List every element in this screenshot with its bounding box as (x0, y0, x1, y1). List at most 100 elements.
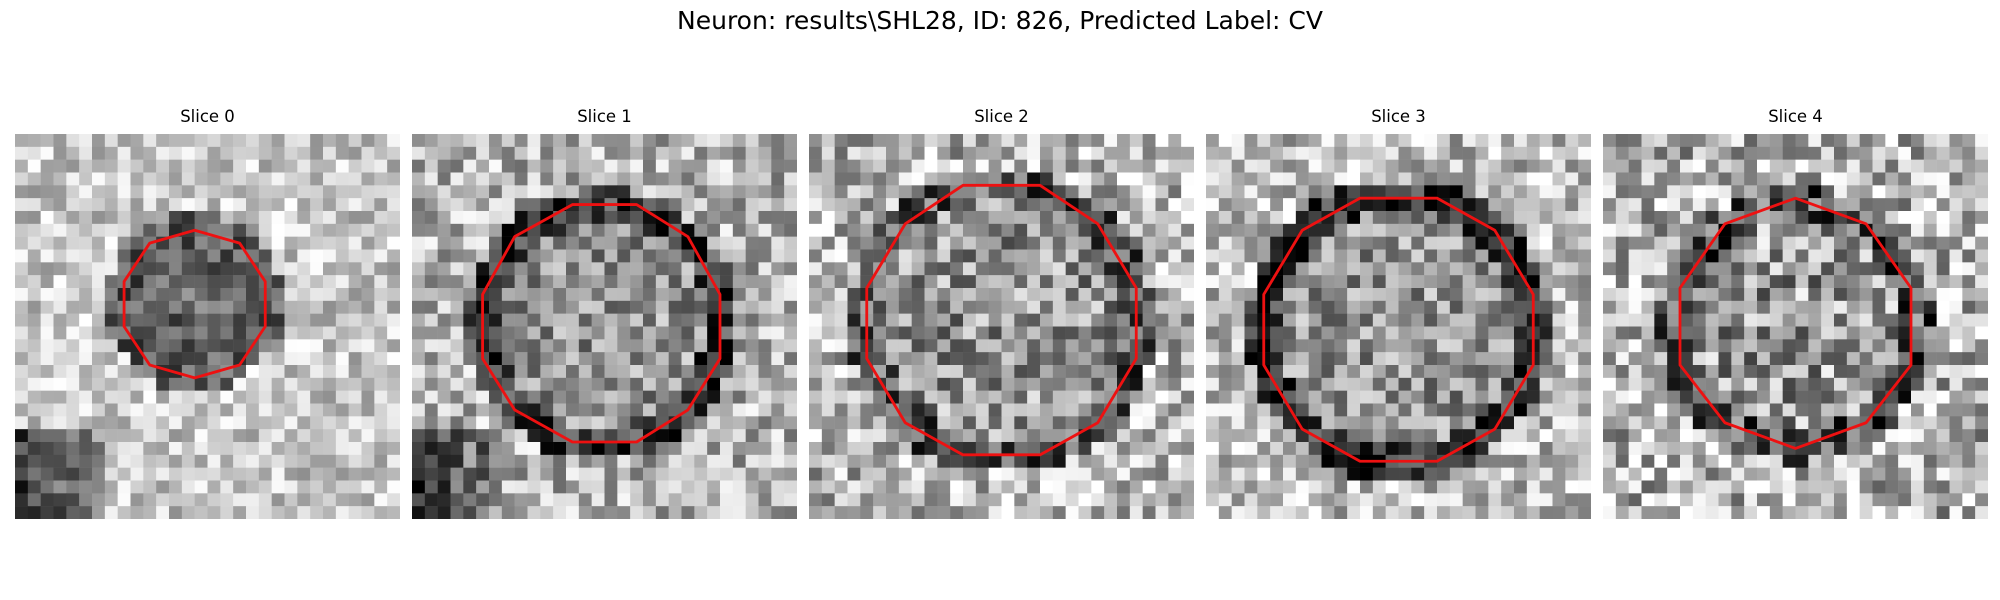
image-pixel (732, 223, 746, 237)
image-pixel (937, 493, 951, 507)
image-pixel (873, 172, 887, 186)
image-pixel (1808, 390, 1822, 404)
image-pixel (630, 365, 644, 379)
image-pixel (1654, 480, 1668, 494)
image-pixel (988, 146, 1002, 160)
image-pixel (1641, 429, 1655, 443)
image-pixel (53, 134, 67, 148)
image-pixel (1437, 211, 1451, 225)
image-pixel (1398, 198, 1412, 212)
image-pixel (758, 429, 772, 443)
image-pixel (1936, 236, 1950, 250)
image-pixel (847, 172, 861, 186)
image-pixel (1641, 300, 1655, 314)
image-pixel (1398, 300, 1412, 314)
image-pixel (1014, 146, 1028, 160)
image-pixel (1027, 198, 1041, 212)
image-pixel (1398, 134, 1412, 148)
image-pixel (1155, 454, 1169, 468)
image-pixel (1257, 442, 1271, 456)
image-pixel (1795, 403, 1809, 417)
image-pixel (79, 249, 93, 263)
image-pixel (553, 365, 567, 379)
image-pixel (975, 493, 989, 507)
image-pixel (514, 198, 528, 212)
image-pixel (1936, 275, 1950, 289)
image-pixel (246, 300, 260, 314)
image-pixel (194, 506, 208, 519)
image-pixel (1181, 429, 1194, 443)
image-pixel (1552, 339, 1566, 353)
image-pixel (1501, 223, 1515, 237)
image-pixel (566, 288, 580, 302)
image-pixel (424, 185, 438, 199)
image-pixel (310, 365, 324, 379)
image-pixel (1975, 442, 1988, 456)
image-pixel (527, 262, 541, 276)
image-pixel (988, 159, 1002, 173)
image-pixel (1283, 377, 1297, 391)
image-pixel (27, 146, 41, 160)
image-pixel (1027, 185, 1041, 199)
image-pixel (27, 288, 41, 302)
image-pixel (489, 223, 503, 237)
image-pixel (156, 300, 170, 314)
image-pixel (540, 159, 554, 173)
image-pixel (1270, 506, 1284, 519)
image-pixel (1475, 326, 1489, 340)
image-pixel (1514, 300, 1528, 314)
image-pixel (258, 249, 272, 263)
image-pixel (1014, 198, 1028, 212)
image-pixel (27, 198, 41, 212)
image-pixel (1001, 211, 1015, 225)
image-pixel (1757, 275, 1771, 289)
image-pixel (1795, 480, 1809, 494)
image-pixel (1846, 313, 1860, 327)
image-pixel (117, 134, 131, 148)
image-pixel (1846, 339, 1860, 353)
image-pixel (1449, 454, 1463, 468)
image-pixel (284, 390, 298, 404)
image-pixel (1667, 416, 1681, 430)
image-pixel (92, 249, 106, 263)
image-pixel (335, 467, 349, 481)
image-pixel (1449, 493, 1463, 507)
image-pixel (1923, 185, 1937, 199)
image-pixel (1769, 159, 1783, 173)
image-pixel (527, 313, 541, 327)
image-pixel (1975, 377, 1988, 391)
image-pixel (1155, 249, 1169, 263)
image-pixel (924, 236, 938, 250)
image-pixel (143, 198, 157, 212)
image-pixel (604, 377, 618, 391)
image-pixel (1565, 185, 1579, 199)
image-pixel (1898, 211, 1912, 225)
image-pixel (1923, 159, 1937, 173)
image-pixel (1488, 480, 1502, 494)
image-pixel (1360, 236, 1374, 250)
image-pixel (1091, 480, 1105, 494)
image-pixel (1295, 339, 1309, 353)
image-pixel (1885, 134, 1899, 148)
image-pixel (297, 262, 311, 276)
image-pixel (1705, 454, 1719, 468)
image-pixel (1040, 198, 1054, 212)
image-pixel (963, 236, 977, 250)
image-pixel (284, 211, 298, 225)
image-pixel (1321, 300, 1335, 314)
image-pixel (1898, 352, 1912, 366)
slice-panel-3: Slice 3 (1206, 107, 1591, 519)
image-pixel (745, 365, 759, 379)
image-pixel (1846, 403, 1860, 417)
image-pixel (1104, 300, 1118, 314)
image-pixel (975, 146, 989, 160)
image-pixel (66, 172, 80, 186)
image-pixel (668, 403, 682, 417)
image-pixel (1769, 339, 1783, 353)
image-pixel (1218, 146, 1232, 160)
image-pixel (1808, 249, 1822, 263)
image-pixel (27, 403, 41, 417)
image-pixel (1514, 493, 1528, 507)
image-pixel (1885, 146, 1899, 160)
image-pixel (1411, 403, 1425, 417)
